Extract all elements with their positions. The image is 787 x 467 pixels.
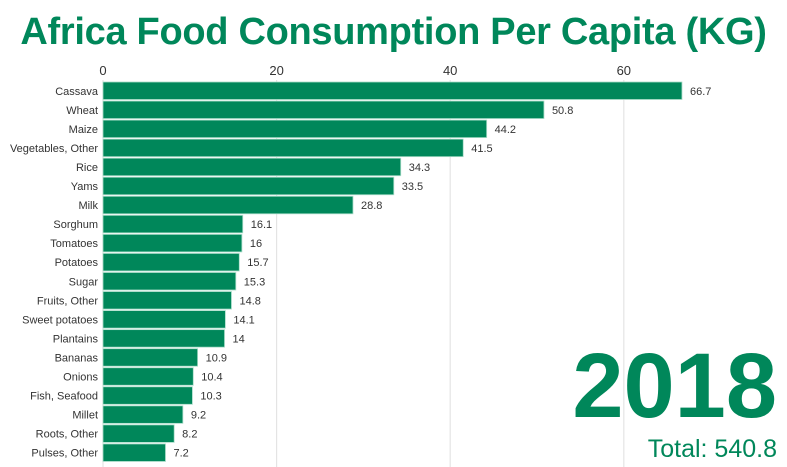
category-label: Bananas bbox=[55, 352, 99, 364]
bar bbox=[102, 100, 545, 119]
bar bbox=[102, 253, 240, 272]
x-tick-label: 40 bbox=[443, 63, 457, 78]
total-label: Total: 540.8 bbox=[647, 435, 777, 463]
data-label: 7.2 bbox=[173, 448, 188, 460]
bar bbox=[102, 424, 175, 443]
data-label: 14 bbox=[233, 333, 245, 345]
data-label: 14.1 bbox=[233, 314, 254, 326]
category-label: Fish, Seafood bbox=[30, 391, 98, 403]
category-label: Wheat bbox=[66, 105, 98, 117]
data-label: 28.8 bbox=[361, 200, 382, 212]
bar bbox=[102, 443, 166, 462]
bar bbox=[102, 233, 243, 253]
category-label: Sugar bbox=[69, 276, 99, 288]
data-label: 9.2 bbox=[191, 410, 206, 422]
year-label: 2018 bbox=[572, 335, 777, 437]
bar bbox=[102, 138, 464, 158]
bar bbox=[102, 310, 226, 329]
category-label: Millet bbox=[72, 410, 98, 422]
category-label: Roots, Other bbox=[36, 429, 99, 441]
category-label: Cassava bbox=[55, 86, 99, 98]
bar bbox=[102, 367, 194, 386]
category-label: Onions bbox=[63, 372, 98, 384]
category-label: Rice bbox=[76, 162, 98, 174]
bar bbox=[102, 119, 488, 138]
data-label: 44.2 bbox=[495, 124, 516, 136]
bar bbox=[102, 157, 402, 177]
data-label: 8.2 bbox=[182, 429, 197, 441]
data-label: 41.5 bbox=[471, 143, 492, 155]
bar bbox=[102, 386, 193, 405]
category-label: Fruits, Other bbox=[37, 295, 98, 307]
data-label: 34.3 bbox=[409, 162, 430, 174]
x-tick-label: 0 bbox=[99, 63, 106, 78]
chart-title: Africa Food Consumption Per Capita (KG) bbox=[20, 11, 767, 53]
bar bbox=[102, 348, 199, 367]
bar bbox=[102, 176, 395, 196]
category-label: Vegetables, Other bbox=[10, 143, 98, 155]
category-label: Potatoes bbox=[55, 257, 99, 269]
data-label: 33.5 bbox=[402, 181, 423, 193]
category-label: Plantains bbox=[53, 333, 99, 345]
data-label: 50.8 bbox=[552, 105, 573, 117]
category-label: Sorghum bbox=[53, 219, 98, 231]
bar bbox=[102, 291, 232, 310]
data-label: 66.7 bbox=[690, 86, 711, 98]
data-label: 16 bbox=[250, 238, 262, 250]
x-tick-label: 20 bbox=[269, 63, 283, 78]
data-label: 10.4 bbox=[201, 372, 222, 384]
bar bbox=[102, 81, 683, 100]
bar bbox=[102, 214, 244, 234]
category-label: Milk bbox=[78, 200, 98, 212]
category-label: Pulses, Other bbox=[31, 448, 98, 460]
data-label: 15.3 bbox=[244, 276, 265, 288]
x-tick-label: 60 bbox=[617, 63, 631, 78]
category-label: Maize bbox=[69, 124, 98, 136]
category-label: Sweet potatoes bbox=[22, 314, 98, 326]
bar bbox=[102, 329, 225, 348]
data-label: 15.7 bbox=[247, 257, 268, 269]
data-label: 16.1 bbox=[251, 219, 272, 231]
bar bbox=[102, 272, 237, 291]
bar bbox=[102, 195, 354, 215]
category-label: Tomatoes bbox=[50, 238, 98, 250]
data-label: 10.3 bbox=[200, 391, 221, 403]
data-label: 14.8 bbox=[239, 295, 260, 307]
category-label: Yams bbox=[71, 181, 99, 193]
data-label: 10.9 bbox=[206, 352, 227, 364]
bar bbox=[102, 405, 184, 424]
